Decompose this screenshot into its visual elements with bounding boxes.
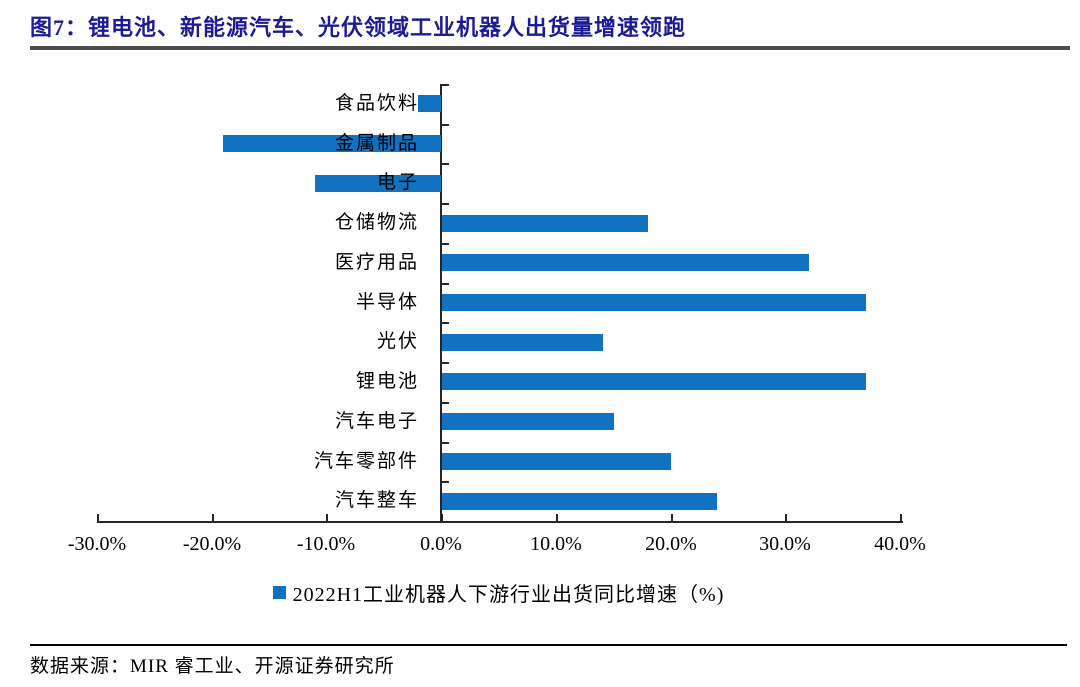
value-axis-tick-label: -20.0% [182,533,242,555]
figure-title: 图7：锂电池、新能源汽车、光伏领域工业机器人出货量增速领跑 [30,15,687,40]
chart-bar [418,95,441,112]
category-axis-tick [441,243,450,245]
value-axis-tick-label: -10.0% [296,533,356,555]
value-axis-tick-label: 40.0% [874,533,926,555]
legend-swatch [272,585,286,599]
category-label: 汽车零部件 [313,451,419,472]
value-axis-tick-label: 20.0% [645,533,697,555]
category-axis-tick [441,481,450,483]
title-underline [30,46,1070,50]
value-axis-tick [556,514,558,522]
category-axis-tick [441,203,450,205]
category-axis-tick [441,322,450,324]
bar-chart-plot-area: 食品饮料金属制品电子仓储物流医疗用品半导体光伏锂电池汽车电子汽车零部件汽车整车 -… [68,84,926,555]
chart-bar [442,373,866,390]
category-label: 医疗用品 [334,252,419,273]
chart-bar [442,413,614,430]
category-label: 食品饮料 [334,93,419,114]
footer-divider [30,644,1067,646]
value-axis-tick [212,514,214,522]
category-axis-tick [441,163,450,165]
chart-bar [442,453,671,470]
value-axis [97,521,903,523]
category-label: 汽车整车 [334,490,419,511]
chart-bar [442,334,603,351]
category-axis-tick [441,124,450,126]
value-axis-tick [900,514,902,522]
chart-bar [442,493,717,510]
value-axis-tick [671,514,673,522]
category-label: 锂电池 [355,371,419,392]
value-axis-tick-label: 30.0% [759,533,811,555]
category-axis-tick [441,402,450,404]
chart-bar [442,254,809,271]
category-axis-tick [441,362,450,364]
category-label: 仓储物流 [334,212,419,233]
category-axis-tick [441,442,450,444]
category-label: 半导体 [355,292,419,313]
category-axis-tick [441,84,450,86]
value-zero-axis [440,84,443,521]
chart-bar [315,175,441,192]
value-axis-tick-label: 0.0% [420,533,462,555]
data-source: 数据来源：MIR 睿工业、开源证券研究所 [30,656,395,677]
value-axis-tick [326,514,328,522]
value-axis-tick [441,514,443,522]
value-axis-tick-label: -30.0% [67,533,127,555]
category-label: 光伏 [376,331,419,352]
category-label: 汽车电子 [334,411,419,432]
legend-label: 2022H1工业机器人下游行业出货同比增速（%) [292,583,725,606]
category-axis-tick [441,283,450,285]
chart-legend: 2022H1工业机器人下游行业出货同比增速（%) [97,576,900,608]
value-axis-tick [785,514,787,522]
chart-bar [442,294,866,311]
value-axis-tick [97,514,99,522]
chart-bar [223,135,441,152]
chart-bar [442,215,648,232]
value-axis-tick-label: 10.0% [530,533,582,555]
category-label: 金属制品 [334,133,419,154]
category-label: 电子 [376,172,419,193]
